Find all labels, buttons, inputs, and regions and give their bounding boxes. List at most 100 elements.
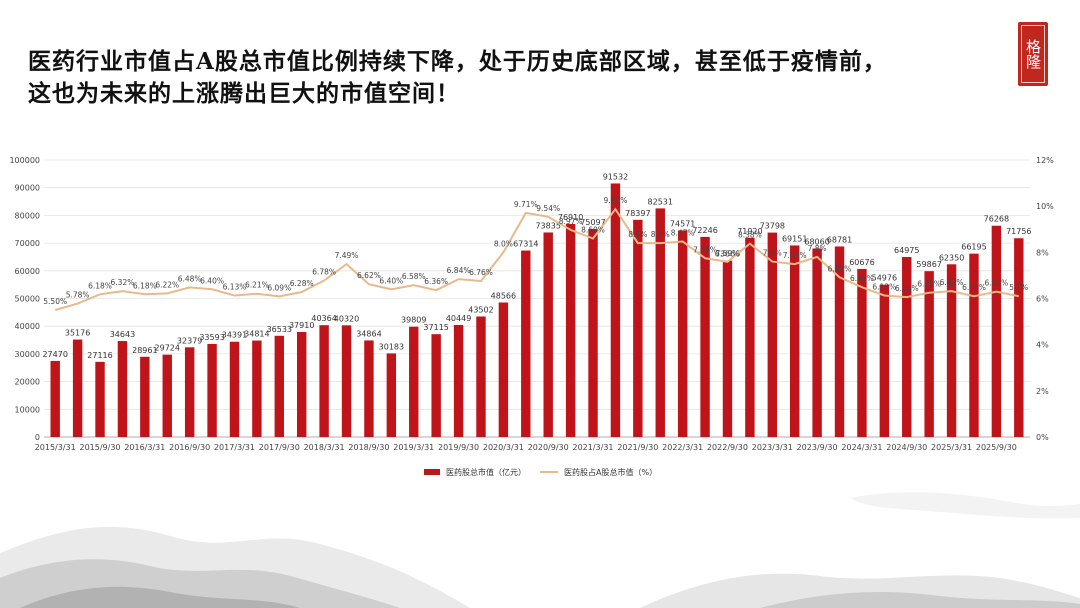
line-value-label: 6.40% — [379, 276, 403, 285]
x-tick-label: 2022/3/31 — [662, 443, 703, 452]
legend-bar-swatch — [424, 469, 440, 475]
headline: 医药行业市值占A股总市值比例持续下降，处于历史底部区域，甚至低于疫情前， 这也为… — [28, 46, 988, 110]
line-value-label: 6.58% — [402, 272, 426, 281]
bar-value-label: 33593 — [199, 333, 224, 342]
line-value-label: 7.8% — [808, 244, 827, 253]
bar — [274, 335, 285, 437]
x-tick-label: 2018/9/30 — [348, 443, 389, 452]
line-value-label: 7.49% — [335, 251, 359, 260]
bar-value-label: 76268 — [984, 215, 1009, 224]
bar — [834, 246, 845, 437]
x-tick-label: 2020/9/30 — [528, 443, 569, 452]
bar-value-label: 29724 — [155, 344, 180, 353]
line-value-label: 6.48% — [178, 274, 202, 283]
bar — [117, 341, 128, 437]
x-tick-label: 2016/3/31 — [124, 443, 165, 452]
line-value-label: 6.10% — [962, 283, 986, 292]
bar — [140, 356, 150, 437]
y-left-tick-label: 100000 — [9, 156, 40, 165]
bar-value-label: 73835 — [535, 221, 560, 230]
line-value-label: 6.25% — [917, 280, 941, 289]
y-right-tick-label: 4% — [1036, 341, 1049, 350]
line-value-label: 6.32% — [111, 278, 135, 287]
bar — [207, 343, 217, 437]
bar — [453, 324, 464, 437]
line-value-label: 6.32% — [940, 278, 964, 287]
headline-line-1: 医药行业市值占A股总市值比例持续下降，处于历史底部区域，甚至低于疫情前， — [28, 48, 887, 75]
bar — [95, 361, 105, 437]
bar-value-label: 64975 — [894, 246, 919, 255]
bar — [902, 257, 912, 437]
line-value-label: 6.92% — [828, 264, 852, 273]
market-cap-chart: 0 10000 20000 30000 40000 50000 60000 70000 8000… — [9, 156, 1054, 477]
bar-value-label: 34814 — [244, 330, 269, 339]
bar — [991, 225, 1002, 437]
y-left-tick-label: 30000 — [15, 350, 40, 359]
line-value-label: 6.40% — [200, 276, 224, 285]
bar-value-label: 59867 — [916, 260, 941, 269]
seal-text: 格隆 — [1021, 25, 1045, 83]
bar-value-label: 68060 — [804, 237, 829, 246]
bar — [364, 340, 374, 437]
line-value-label: 7.74% — [693, 245, 717, 254]
y-left-tick-label: 80000 — [15, 211, 40, 220]
bar — [184, 347, 195, 437]
bar-value-label: 74571 — [670, 219, 695, 228]
bar-value-label: 48566 — [491, 291, 516, 300]
bar-value-label: 71920 — [737, 227, 762, 236]
line-value-label: 6.76% — [469, 268, 493, 277]
y-right-tick-label: 6% — [1036, 295, 1049, 304]
x-tick-label: 2019/9/30 — [438, 443, 479, 452]
bar-value-label: 72246 — [692, 226, 717, 235]
line-value-label: 5.50% — [43, 297, 67, 306]
line-value-label: 8.47% — [671, 228, 695, 237]
bar — [72, 339, 83, 437]
bar-value-label: 73798 — [760, 222, 785, 231]
x-tick-label: 2024/3/31 — [841, 443, 882, 452]
y-left-tick-label: 70000 — [15, 239, 40, 248]
line-value-label: 6.21% — [245, 281, 269, 290]
y-right-tick-label: 8% — [1036, 248, 1049, 257]
line-value-label: 8.97% — [559, 217, 583, 226]
bar-value-label: 67314 — [513, 240, 538, 249]
x-tick-label: 2015/3/31 — [35, 443, 76, 452]
y-left-tick-label: 60000 — [15, 267, 40, 276]
bar-value-label: 34391 — [222, 331, 247, 340]
bar — [565, 223, 576, 437]
bar-value-label: 71756 — [1006, 227, 1031, 236]
x-tick-label: 2023/9/30 — [797, 443, 838, 452]
x-tick-label: 2017/9/30 — [259, 443, 300, 452]
bar-value-label: 68781 — [827, 235, 852, 244]
bar — [857, 268, 867, 437]
y-left-tick-label: 50000 — [15, 295, 40, 304]
bar — [946, 264, 957, 437]
bar — [655, 208, 665, 437]
bar — [50, 360, 60, 437]
x-tick-label: 2024/9/30 — [886, 443, 927, 452]
x-tick-label: 2020/3/31 — [483, 443, 524, 452]
bar — [677, 230, 688, 437]
bar — [498, 302, 509, 437]
line-value-label: 9.71% — [514, 200, 538, 209]
line-value-label: 6.09% — [267, 283, 291, 292]
bar-value-label: 91532 — [603, 172, 628, 181]
y-left-tick-label: 10000 — [15, 405, 40, 414]
bar-value-label: 34643 — [110, 330, 135, 339]
line-value-label: 6.49% — [850, 274, 874, 283]
bar-value-label: 27470 — [42, 350, 67, 359]
bar — [341, 325, 352, 437]
bar — [252, 340, 262, 437]
bar — [588, 228, 598, 437]
bar-value-label: 37115 — [423, 323, 448, 332]
line-value-label: 6.18% — [133, 281, 157, 290]
bar — [386, 353, 397, 437]
line-value-label: 6.28% — [290, 279, 314, 288]
bar — [521, 250, 531, 437]
bar-value-label: 27116 — [87, 351, 112, 360]
bar-value-label: 63666 — [715, 250, 740, 259]
x-tick-label: 2022/9/30 — [707, 443, 748, 452]
x-tick-label: 2015/9/30 — [80, 443, 121, 452]
bar-value-label: 54976 — [872, 274, 897, 283]
line-value-label: 5.78% — [66, 291, 90, 300]
line-value-label: 6.36% — [424, 277, 448, 286]
